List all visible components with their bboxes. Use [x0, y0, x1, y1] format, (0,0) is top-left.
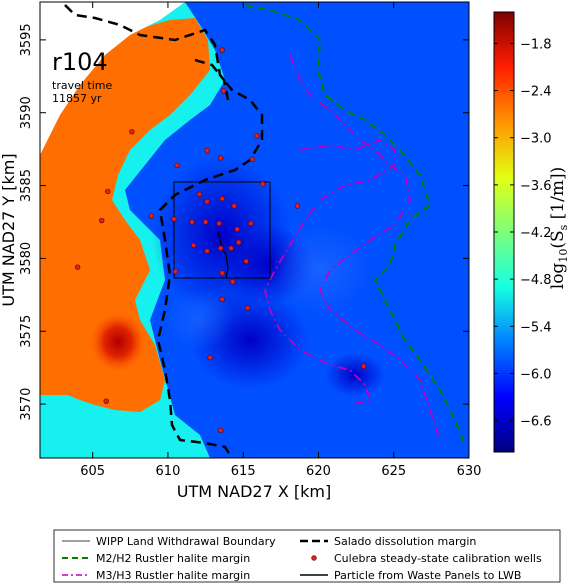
calibration-well-26 — [235, 239, 242, 246]
colorbar-tick-label-2: −3.0 — [520, 132, 552, 147]
y-axis-label: UTM NAD27 Y [km] — [0, 153, 18, 306]
calibration-well-5 — [204, 147, 210, 154]
legend-label-2: M2/H2 Rustler halite margin — [96, 552, 250, 565]
colorbar-tick-label-0: −1.8 — [520, 37, 552, 52]
legend: WIPP Land Withdrawal Boundary Salado diss… — [53, 529, 561, 583]
calibration-well-9 — [105, 188, 111, 195]
calibration-well-16 — [189, 219, 195, 225]
calibration-well-3 — [254, 133, 260, 139]
plot-frame — [39, 1, 470, 459]
colorbar-tick-label-5: −4.8 — [520, 273, 552, 288]
calibration-well-37 — [103, 398, 109, 404]
particle-path — [217, 231, 229, 279]
y-tick-label-1: 3575 — [19, 315, 34, 348]
travel-time-value: 11857 yr — [52, 92, 102, 105]
colorbar-tick-label-7: −6.0 — [520, 367, 552, 382]
calibration-well-2 — [220, 88, 227, 94]
legend-label-1: Salado dissolution margin — [334, 535, 476, 548]
y-tick-label-3: 3585 — [19, 169, 34, 202]
calibration-well-1 — [219, 47, 225, 53]
calibration-well-13 — [204, 198, 210, 205]
calibration-well-34 — [99, 217, 105, 224]
colorbar: −1.8 −2.4 −3.0 −3.6 −4.2 −4.8 −5.4 −6.0 −6.6 — [493, 11, 552, 453]
m2h2-rustler-halite-margin — [244, 4, 466, 446]
calibration-well-25 — [228, 245, 234, 251]
calibration-well-22 — [190, 242, 197, 248]
legend-label-0: WIPP Land Withdrawal Boundary — [96, 535, 276, 548]
x-tick-label-3: 620 — [306, 464, 331, 479]
legend-label-5: Particle from Waste Panels to LWB — [334, 569, 521, 582]
margin-lines — [64, 4, 466, 458]
calibration-well-15 — [231, 203, 237, 209]
calibration-well-35 — [207, 354, 213, 361]
colorbar-tick-label-4: −4.2 — [520, 226, 552, 241]
calibration-well-8 — [129, 128, 135, 135]
y-tick-label-4: 3590 — [19, 96, 34, 129]
panel-label: r104 — [52, 48, 108, 76]
calibration-well-7 — [249, 156, 255, 163]
calibration-well-33 — [172, 268, 179, 275]
legend-swatch-3 — [311, 555, 317, 561]
calibration-well-12 — [196, 191, 203, 198]
calibration-well-10 — [148, 213, 155, 219]
calibration-well-21 — [260, 181, 266, 187]
calibration-wells — [74, 47, 367, 434]
y-tick-label-5: 3595 — [19, 23, 34, 56]
calibration-well-23 — [204, 248, 210, 254]
calibration-well-20 — [248, 220, 254, 227]
y-tick-label-0: 3570 — [19, 388, 34, 421]
calibration-well-14 — [219, 195, 225, 202]
wipp-land-withdrawal-boundary — [173, 181, 271, 279]
x-tick-label-0: 605 — [80, 464, 105, 479]
legend-box — [53, 529, 561, 583]
calibration-well-6 — [217, 155, 224, 161]
colorbar-tick-label-3: −3.6 — [520, 179, 552, 194]
legend-label-4: M3/H3 Rustler halite margin — [96, 569, 250, 582]
colorbar-tick-label-8: −6.6 — [520, 415, 552, 430]
legend-label-3: Culebra steady-state calibration wells — [334, 552, 542, 565]
calibration-well-36 — [217, 427, 224, 434]
calibration-well-30 — [219, 296, 225, 302]
calibration-well-28 — [219, 270, 225, 276]
heatmap-field — [40, 2, 469, 458]
calibration-well-38 — [360, 363, 367, 369]
y-tick-label-2: 3580 — [19, 242, 34, 275]
travel-time-label: travel time — [52, 79, 112, 92]
salado-dissolution-margin — [64, 4, 264, 458]
calibration-well-11 — [171, 216, 177, 222]
colorbar-tick-label-6: −5.4 — [520, 320, 552, 335]
calibration-well-27 — [243, 258, 249, 265]
y-ticks: 3570 3575 3580 3585 3590 3595 — [19, 23, 469, 421]
calibration-well-17 — [202, 219, 209, 225]
x-ticks: 605 610 615 620 625 630 — [80, 2, 481, 479]
colorbar-tick-label-1: −2.4 — [520, 85, 552, 100]
calibration-well-31 — [245, 305, 251, 311]
calibration-well-39 — [74, 264, 81, 270]
m3h3-inner-loop — [264, 138, 396, 406]
calibration-well-4 — [174, 162, 180, 168]
calibration-well-19 — [234, 226, 240, 232]
calibration-well-18 — [216, 220, 222, 227]
m3h3-rustler-halite-margin — [289, 54, 441, 441]
x-tick-label-1: 610 — [156, 464, 181, 479]
calibration-well-24 — [217, 245, 224, 251]
calibration-well-32 — [294, 203, 301, 209]
colorbar-label: log10(Ss [1/m]) — [548, 167, 570, 289]
calibration-well-29 — [229, 279, 236, 285]
x-tick-label-4: 625 — [381, 464, 406, 479]
salado-inner-spur — [194, 58, 230, 101]
x-tick-label-5: 630 — [457, 464, 482, 479]
x-axis-label: UTM NAD27 X [km] — [177, 482, 331, 501]
x-tick-label-2: 615 — [231, 464, 256, 479]
